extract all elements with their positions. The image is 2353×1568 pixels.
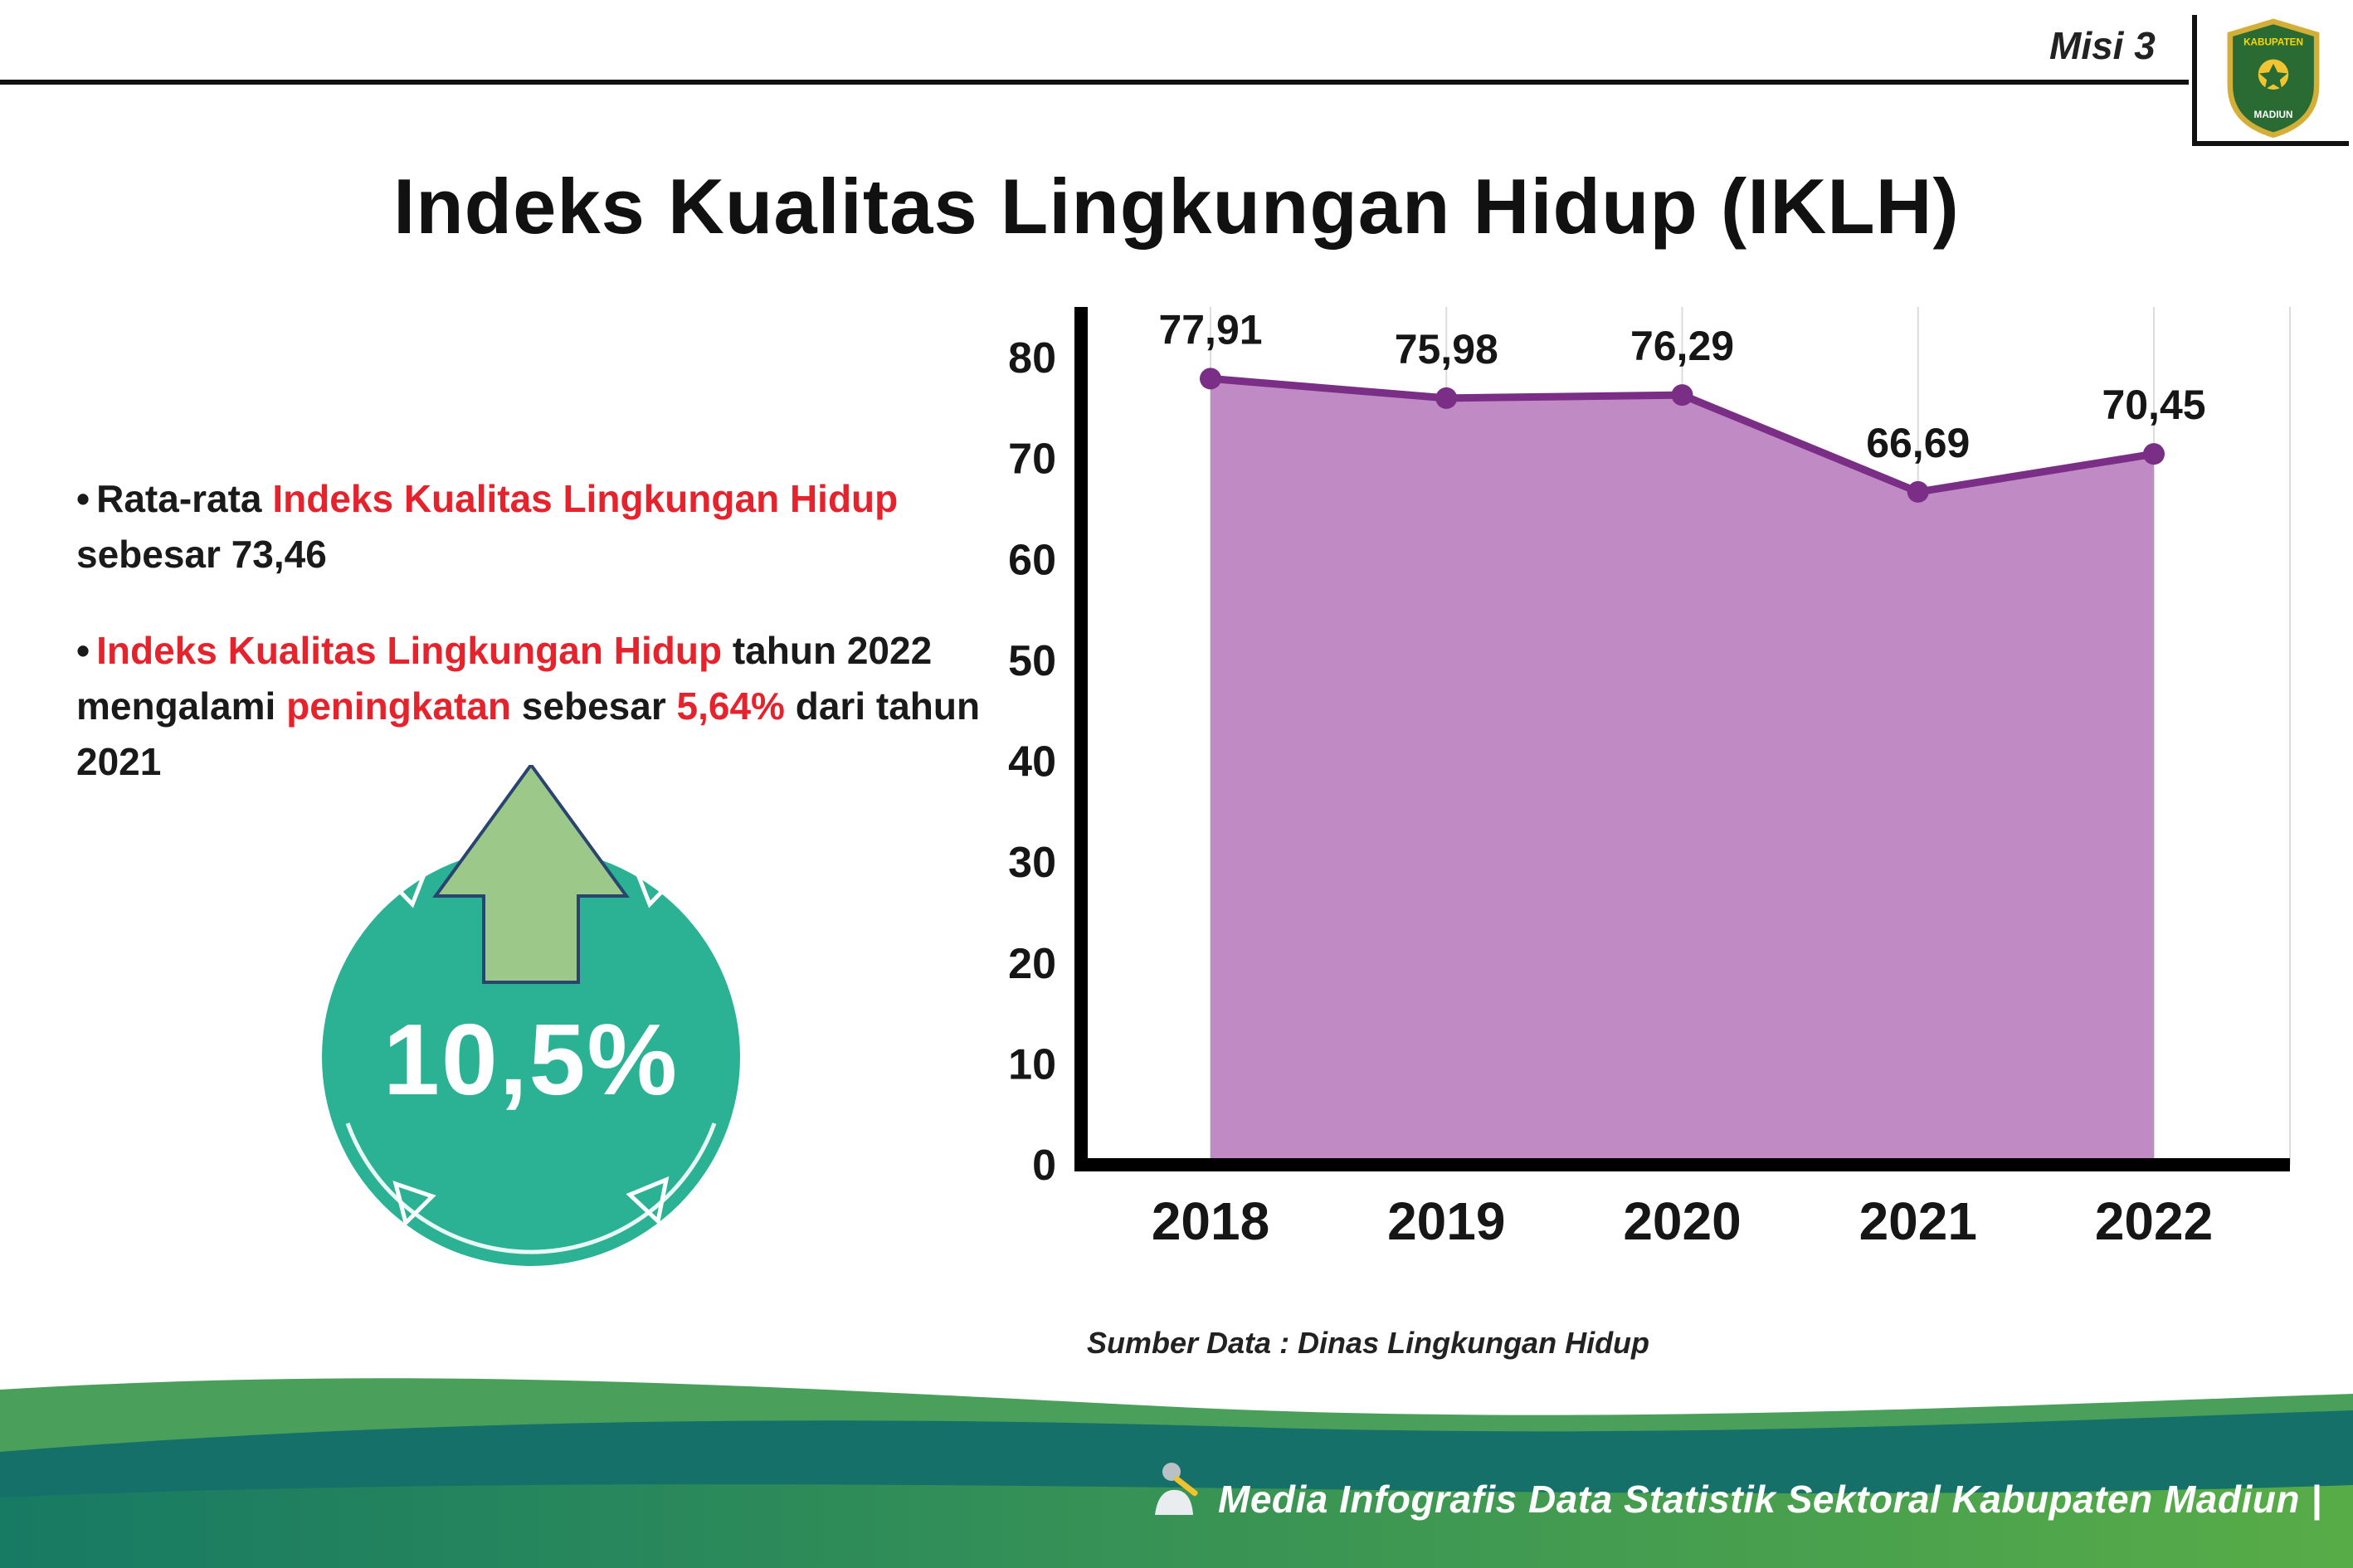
x-tick-label: 2022 xyxy=(2095,1191,2213,1251)
x-tick-label: 2018 xyxy=(1152,1191,1269,1251)
y-tick-label: 70 xyxy=(1008,436,1056,484)
y-tick-label: 30 xyxy=(1008,839,1056,887)
bullet-text-highlight: Indeks Kualitas Lingkungan Hidup xyxy=(96,629,723,673)
badge-tick-sw xyxy=(392,1181,436,1227)
writer-pencil xyxy=(1173,1476,1198,1497)
y-tick-label: 0 xyxy=(1032,1142,1056,1190)
kabupaten-madiun-logo: KABUPATEN MADIUN xyxy=(2192,15,2349,146)
badge-inner-arc xyxy=(345,1122,717,1254)
y-tick-label: 40 xyxy=(1008,738,1056,786)
bullet-text-highlight: Indeks Kualitas Lingkungan Hidup xyxy=(272,477,899,520)
value-label: 77,91 xyxy=(1158,306,1262,353)
footer: Media Infografis Data Statistik Sektoral… xyxy=(0,1361,2353,1568)
chart-canvas: 77,91 2018 75,98 2019 76,29 2020 66,69 2021 70,4… xyxy=(1008,306,2291,1251)
crest-top-text: KABUPATEN xyxy=(2243,37,2303,48)
header-rule xyxy=(0,80,2189,85)
data-point xyxy=(1671,384,1693,407)
value-label: 70,45 xyxy=(2102,382,2205,428)
y-tick-label: 50 xyxy=(1008,637,1056,685)
value-label: 76,29 xyxy=(1630,323,1734,369)
badge-tick-nw xyxy=(386,862,431,908)
data-point xyxy=(1435,387,1458,409)
crest-star xyxy=(2258,63,2287,90)
footer-credit: Media Infografis Data Statistik Sektoral… xyxy=(1218,1478,2322,1521)
misi-label: Misi 3 xyxy=(2049,24,2156,67)
x-tick-label: 2021 xyxy=(1859,1191,1977,1251)
bullet-average-iklh: Rata-rata Indeks Kualitas Lingkungan Hid… xyxy=(76,471,981,582)
bullet-text: tahun 2022 mengalami xyxy=(76,629,933,728)
bullet-text: sebesar xyxy=(511,684,677,728)
bullet-increase-2022: Indeks Kualitas Lingkungan Hidup tahun 2… xyxy=(76,623,981,789)
crest-bottom-text: MADIUN xyxy=(2253,110,2292,120)
writer-icon xyxy=(1143,1458,1210,1529)
bullet-text: Rata-rata xyxy=(96,477,273,520)
value-label: 66,69 xyxy=(1866,420,1970,466)
y-tick-label: 60 xyxy=(1008,536,1056,584)
data-point xyxy=(2143,443,2165,465)
footer-wave-gradient xyxy=(0,1484,2353,1568)
bullet-text: dari tahun 2021 xyxy=(76,684,981,783)
badge-tick-se xyxy=(626,1176,670,1225)
badge-tick-ne xyxy=(631,862,676,908)
page-title: Indeks Kualitas Lingkungan Hidup (IKLH) xyxy=(393,162,1960,250)
data-source-note: Sumber Data : Dinas Lingkungan Hidup xyxy=(1087,1326,1650,1360)
writer-body xyxy=(1155,1489,1193,1515)
badge-value: 10,5% xyxy=(383,1003,679,1116)
up-arrow-icon xyxy=(432,762,630,984)
value-label: 75,98 xyxy=(1395,326,1498,373)
x-tick-label: 2020 xyxy=(1623,1191,1741,1251)
iklh-area-chart: 77,91 2018 75,98 2019 76,29 2020 66,69 2021 70,4… xyxy=(954,282,2348,1394)
data-point xyxy=(1200,368,1221,390)
bullet-text: sebesar 73,46 xyxy=(76,532,327,576)
y-tick-label: 80 xyxy=(1008,334,1056,382)
x-tick-label: 2019 xyxy=(1387,1191,1505,1251)
badge-circle xyxy=(322,848,740,1266)
y-tick-label: 10 xyxy=(1008,1040,1056,1088)
y-tick-label: 20 xyxy=(1008,940,1056,988)
increase-badge: 10,5% xyxy=(319,762,751,1275)
chart-area-fill xyxy=(1211,378,2154,1165)
summary-bullets: Rata-rata Indeks Kualitas Lingkungan Hid… xyxy=(76,471,981,830)
crest-icon: KABUPATEN MADIUN xyxy=(2227,18,2319,139)
bullet-text-highlight: peningkatan xyxy=(286,684,512,728)
bullet-text-highlight: 5,64% xyxy=(676,684,785,728)
data-point xyxy=(1907,480,1929,503)
